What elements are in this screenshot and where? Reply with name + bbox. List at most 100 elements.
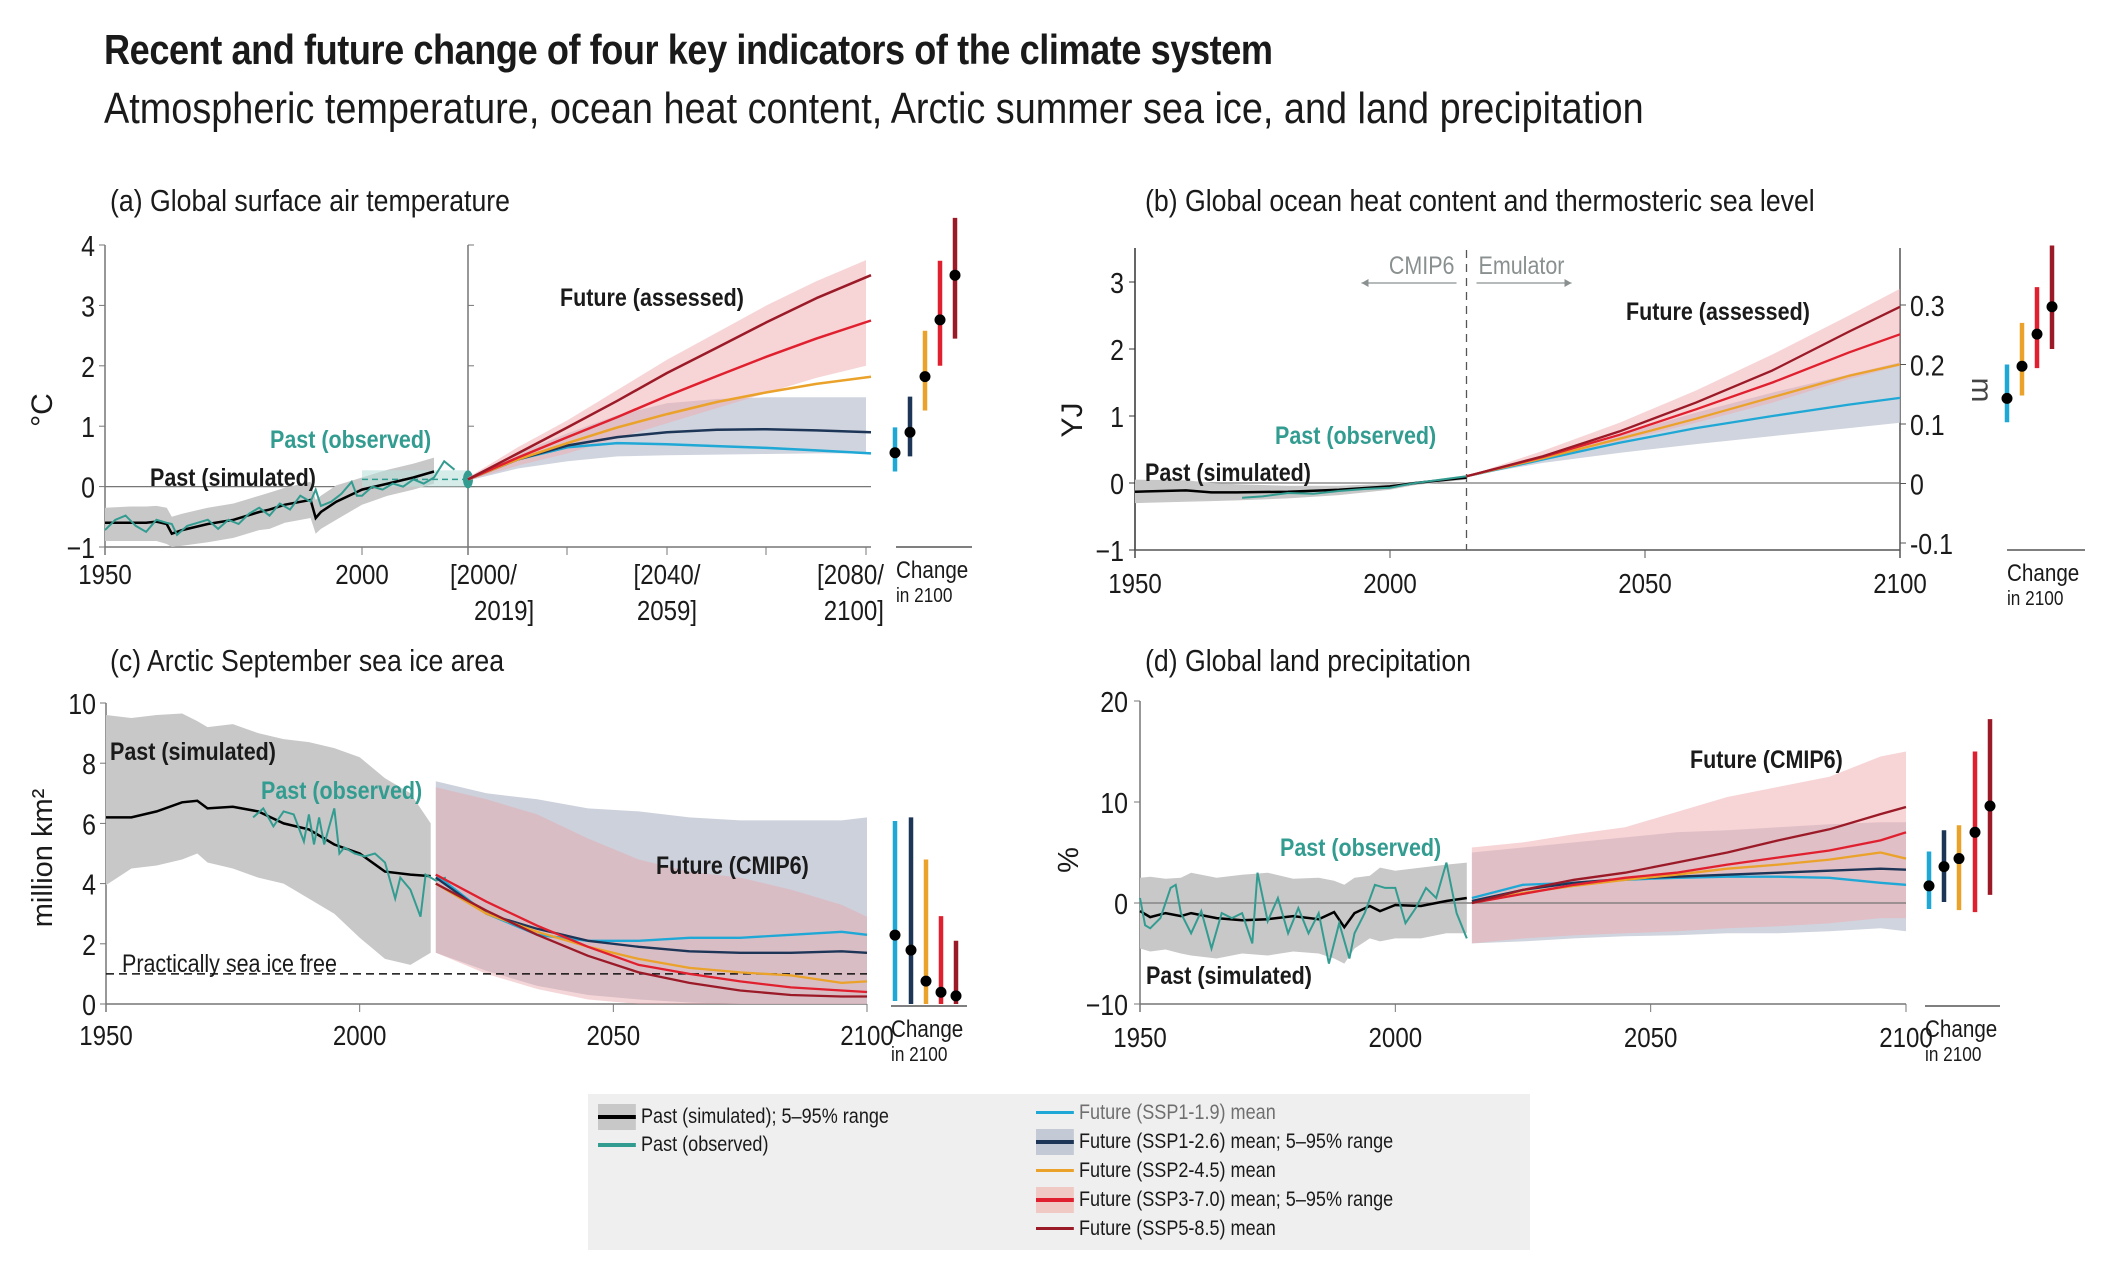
change-mean-dot-ssp245 xyxy=(919,371,931,383)
arrow-right-head-icon xyxy=(1564,279,1572,287)
panel-b-title: (b) Global ocean heat content and thermo… xyxy=(1145,184,1815,218)
x-tick-label: 2050 xyxy=(1624,1021,1678,1053)
change-label-sub: in 2100 xyxy=(896,584,952,607)
ssp370-range xyxy=(1466,288,1900,477)
past-simulated-range xyxy=(105,457,434,547)
annotation-past-observed: Past (observed) xyxy=(1280,833,1441,861)
y-tick-label: −10 xyxy=(1086,989,1128,1021)
change-mean-dot-ssp245 xyxy=(2016,360,2028,372)
series-ssp370 xyxy=(1471,831,1907,905)
x-tick-label: 2000 xyxy=(1369,1021,1423,1053)
figure-title: Recent and future change of four key ind… xyxy=(104,26,1273,73)
y-tick-label-right: 0 xyxy=(1910,469,1924,501)
threshold-label: Practically sea ice free xyxy=(122,949,337,977)
x-tick-label: [2000/ xyxy=(450,558,518,590)
x-tick-label: 2019] xyxy=(474,594,534,626)
y-tick-label: 0 xyxy=(1114,888,1128,920)
change-mean-dot-ssp370 xyxy=(934,314,946,326)
y-axis-label: YJ xyxy=(1056,402,1089,437)
panel-c-title: (c) Arctic September sea ice area xyxy=(110,644,505,678)
y-tick-label-right: 0.2 xyxy=(1910,350,1945,382)
change-mean-dot-ssp245 xyxy=(1953,853,1965,865)
change-mean-dot-ssp126 xyxy=(1938,861,1950,873)
past-simulated-line xyxy=(1139,896,1467,930)
annotation-past-simulated: Past (simulated) xyxy=(150,463,316,491)
y-tick-label: −1 xyxy=(67,532,95,564)
legend-item-ssp245: Future (SSP2-4.5) mean xyxy=(1036,1158,1276,1184)
x-tick-label: 1950 xyxy=(1113,1021,1167,1053)
series-ssp585 xyxy=(435,882,867,998)
y-tick-label: 10 xyxy=(68,688,96,720)
x-tick-label: 2050 xyxy=(587,1019,641,1051)
change-mean-dot-ssp370 xyxy=(2031,328,2043,340)
panel-a-title: (a) Global surface air temperature xyxy=(110,184,510,218)
legend-swatch-ssp370 xyxy=(1036,1187,1074,1213)
legend-label: Future (SSP1-1.9) mean xyxy=(1079,1101,1276,1124)
series-ssp126 xyxy=(435,876,868,954)
series-ssp245 xyxy=(467,375,872,481)
series-ssp370 xyxy=(467,319,872,481)
legend-swatch-ssp119 xyxy=(1036,1100,1074,1126)
ssp370-range xyxy=(468,260,866,481)
ssp370-range xyxy=(435,787,867,1004)
legend-item-ssp585: Future (SSP5-8.5) mean xyxy=(1036,1216,1276,1242)
y-axis-label: million km² xyxy=(27,788,59,927)
y-tick-label-right: 0.3 xyxy=(1910,290,1945,322)
y-tick-label-right: 0.1 xyxy=(1910,409,1945,441)
y-tick-label: −1 xyxy=(1096,535,1124,567)
change-label: Change xyxy=(2007,560,2079,587)
change-mean-dot-ssp370 xyxy=(1969,826,1981,838)
divider-label-emulator: Emulator xyxy=(1479,251,1565,279)
y-tick-label: 10 xyxy=(1100,787,1128,819)
x-tick-label: 2100 xyxy=(1873,567,1927,599)
legend-swatch-past-simulated xyxy=(598,1104,636,1130)
change-label: Change xyxy=(891,1016,963,1043)
series-ssp585 xyxy=(1466,305,1901,478)
x-tick-label: 2059] xyxy=(637,594,697,626)
observed-reference-box xyxy=(362,470,468,487)
past-observed-line xyxy=(252,806,447,918)
annotation-future: Future (assessed) xyxy=(560,283,744,311)
y-tick-label: 4 xyxy=(82,869,96,901)
legend-label: Future (SSP3-7.0) mean; 5–95% range xyxy=(1079,1188,1394,1211)
change-mean-dot-ssp119 xyxy=(1923,880,1935,892)
annotation-past-simulated: Past (simulated) xyxy=(1146,961,1312,989)
change-mean-dot-ssp585 xyxy=(949,269,961,281)
past-simulated-range xyxy=(106,713,431,965)
change-label: Change xyxy=(1925,1016,1997,1043)
divider-label-cmip6: CMIP6 xyxy=(1389,251,1455,279)
x-tick-label: 1950 xyxy=(79,1019,133,1051)
change-mean-dot-ssp119 xyxy=(889,447,901,459)
x-tick-label: 1950 xyxy=(1108,567,1162,599)
y-tick-label: 0 xyxy=(1110,468,1124,500)
y-tick-label: 3 xyxy=(1110,267,1124,299)
panel-d-title: (d) Global land precipitation xyxy=(1145,644,1471,678)
annotation-past-observed: Past (observed) xyxy=(270,425,431,453)
series-ssp119 xyxy=(435,873,868,942)
series-ssp585 xyxy=(1471,805,1907,905)
past-observed-line xyxy=(1139,862,1468,964)
annotation-past-simulated: Past (simulated) xyxy=(110,737,276,765)
change-label-sub: in 2100 xyxy=(2007,587,2063,610)
y-tick-label: 20 xyxy=(1100,686,1128,718)
panel-d: (d) Global land precipitation −10 0 10 20% 19… xyxy=(1053,644,2000,1065)
legend-item-past-simulated: Past (simulated); 5–95% range xyxy=(598,1104,889,1130)
legend-item-ssp126: Future (SSP1-2.6) mean; 5–95% range xyxy=(1036,1129,1393,1155)
legend-swatch-past-observed xyxy=(598,1132,636,1158)
panel-c: (c) Arctic September sea ice area 0 2 4 6 8 10… xyxy=(27,644,967,1065)
annotation-past-observed: Past (observed) xyxy=(1275,421,1436,449)
ssp126-range xyxy=(435,781,867,1004)
legend: Past (simulated); 5–95% range Past (obse… xyxy=(588,1094,1530,1250)
y-axis-right-label: m xyxy=(1965,378,1998,403)
y-tick-label: 2 xyxy=(1110,334,1124,366)
y-tick-label: 3 xyxy=(81,291,95,323)
series-ssp126 xyxy=(1471,867,1907,903)
annotation-past-simulated: Past (simulated) xyxy=(1145,458,1311,486)
legend-item-past-observed: Past (observed) xyxy=(598,1132,768,1158)
legend-label: Past (simulated); 5–95% range xyxy=(641,1105,889,1128)
legend-swatch-ssp245 xyxy=(1036,1158,1074,1184)
change-mean-dot-ssp370 xyxy=(935,986,947,998)
y-tick-label: 0 xyxy=(81,472,95,504)
y-tick-label: 1 xyxy=(81,411,95,443)
